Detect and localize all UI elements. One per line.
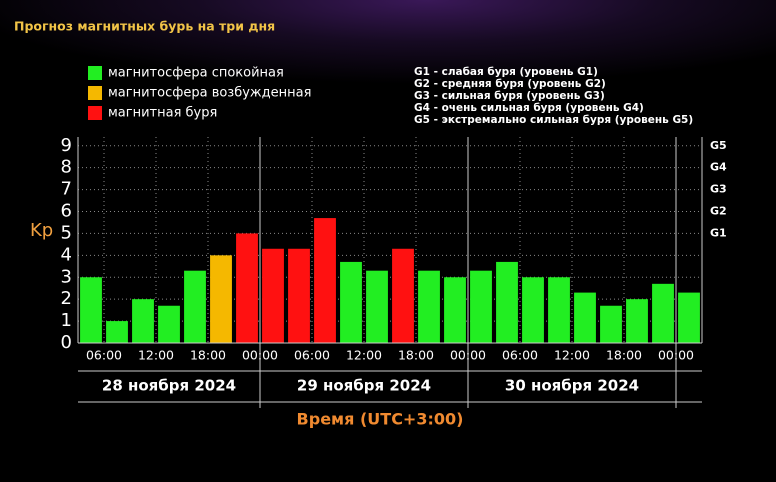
chart-title: Прогноз магнитных бурь на три дня — [14, 19, 275, 34]
storm-level-note: G3 - сильная буря (уровень G3) — [414, 90, 605, 102]
storm-level-note: G2 - средняя буря (уровень G2) — [414, 78, 606, 90]
bar — [496, 261, 518, 343]
y-tick-label: 4 — [61, 244, 72, 265]
bar — [600, 305, 622, 343]
y2-tick-label: G3 — [710, 183, 727, 196]
x-tick-label: 12:00 — [138, 348, 174, 363]
x-tick-label: 06:00 — [502, 348, 538, 363]
y-tick-label: 0 — [61, 332, 72, 353]
bar — [210, 255, 232, 343]
y2-tick-label: G5 — [710, 139, 727, 152]
y-tick-label: 6 — [61, 201, 72, 222]
storm-level-note: G5 - экстремально сильная буря (уровень … — [414, 114, 693, 126]
storm-level-note: G4 - очень сильная буря (уровень G4) — [414, 102, 644, 114]
bar — [314, 218, 336, 343]
bar — [392, 248, 414, 343]
y2-tick-label: G2 — [710, 205, 727, 218]
y-tick-label: 8 — [61, 157, 72, 178]
x-tick-label: 18:00 — [398, 348, 434, 363]
day-label: 28 ноября 2024 — [102, 377, 236, 395]
x-tick-label: 12:00 — [346, 348, 382, 363]
bar — [652, 283, 674, 343]
y-tick-label: 3 — [61, 266, 72, 287]
bar — [626, 299, 648, 343]
bar — [80, 277, 102, 343]
bar — [106, 321, 128, 343]
y-tick-label: 7 — [61, 179, 72, 200]
day-label: 29 ноября 2024 — [297, 377, 431, 395]
legend-label: магнитосфера возбужденная — [108, 86, 311, 101]
legend-swatch — [88, 86, 102, 100]
day-label: 30 ноября 2024 — [505, 377, 639, 395]
bar — [522, 277, 544, 343]
background-glow — [0, 0, 776, 140]
y2-tick-label: G4 — [710, 161, 727, 174]
bar — [366, 270, 388, 343]
legend-label: магнитосфера спокойная — [108, 66, 284, 81]
y-tick-label: 9 — [61, 135, 72, 156]
x-tick-label: 00:00 — [450, 348, 486, 363]
bar — [574, 292, 596, 343]
bar — [158, 305, 180, 343]
bar — [236, 233, 258, 343]
y-tick-label: 2 — [61, 288, 72, 309]
bar — [288, 248, 310, 343]
bar — [132, 299, 154, 343]
y-tick-label: 5 — [61, 222, 72, 243]
bar — [678, 292, 700, 343]
bar — [262, 248, 284, 343]
x-tick-label: 06:00 — [294, 348, 330, 363]
x-tick-label: 00:00 — [242, 348, 278, 363]
x-tick-label: 00:00 — [658, 348, 694, 363]
bar — [470, 270, 492, 343]
x-tick-label: 06:00 — [86, 348, 122, 363]
x-axis-label: Время (UTC+3:00) — [297, 410, 464, 429]
x-tick-label: 12:00 — [554, 348, 590, 363]
legend-swatch — [88, 106, 102, 120]
bar — [418, 270, 440, 343]
storm-level-note: G1 - слабая буря (уровень G1) — [414, 66, 598, 78]
bar — [184, 270, 206, 343]
legend-swatch — [88, 66, 102, 80]
y2-tick-label: G1 — [710, 226, 727, 239]
bar — [444, 277, 466, 343]
bar — [340, 261, 362, 343]
x-tick-label: 18:00 — [190, 348, 226, 363]
y-axis-label: Kp — [30, 220, 53, 241]
legend-label: магнитная буря — [108, 106, 217, 121]
y-tick-label: 1 — [61, 310, 72, 331]
bar — [548, 277, 570, 343]
x-tick-label: 18:00 — [606, 348, 642, 363]
